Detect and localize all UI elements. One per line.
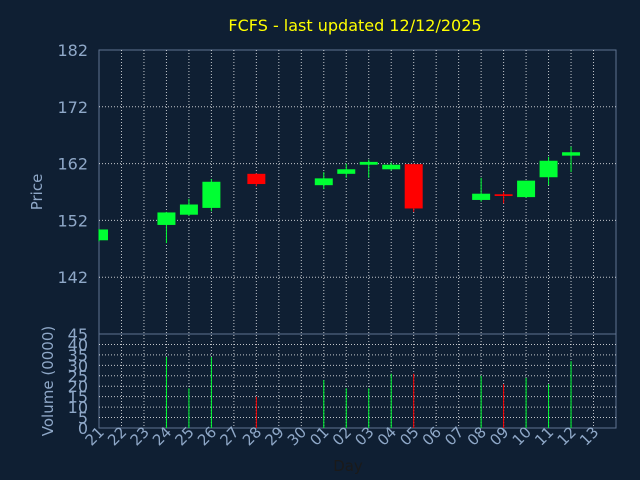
- volume-axis-label: Volume (0000): [39, 326, 57, 436]
- candle-body: [157, 212, 176, 225]
- candle-body: [539, 160, 558, 178]
- price-tick-label: 142: [57, 268, 88, 287]
- volume-tick-label: 35: [68, 346, 88, 365]
- price-axis-label: Price: [28, 174, 46, 211]
- candle-body: [337, 169, 356, 174]
- price-axis-ticks: 182 172 162 152 142: [57, 41, 88, 287]
- volume-tick-label: 25: [68, 367, 88, 386]
- volume-series: [165, 356, 572, 428]
- price-tick-label: 162: [57, 155, 88, 174]
- candle-body: [472, 193, 491, 200]
- candle-body: [382, 164, 401, 170]
- volume-tick-label: 15: [68, 388, 88, 407]
- volume-tick-label: 0: [78, 419, 88, 438]
- volume-tick-label: 10: [68, 398, 88, 417]
- price-tick-label: 172: [57, 98, 88, 117]
- candle-body: [404, 164, 423, 209]
- candle-body: [247, 173, 266, 185]
- candle-body: [359, 161, 378, 165]
- candle-body: [562, 152, 581, 156]
- x-axis-ticks: 2122232425262728293001020304050607080910…: [82, 423, 603, 449]
- candle-body: [99, 229, 108, 241]
- candle-body: [517, 180, 536, 198]
- volume-tick-label: 40: [68, 335, 88, 354]
- candle-body: [494, 194, 513, 196]
- volume-tick-label: 20: [68, 377, 88, 396]
- candle-body: [179, 204, 198, 215]
- x-axis-label: Day: [333, 457, 363, 475]
- chart-title: FCFS - last updated 12/12/2025: [228, 16, 481, 35]
- candle-body: [314, 178, 333, 186]
- price-tick-label: 152: [57, 211, 88, 230]
- volume-tick-label: 5: [78, 409, 88, 428]
- volume-tick-label: 30: [68, 356, 88, 375]
- volume-panel-frame: [98, 333, 617, 429]
- candle-body: [202, 181, 221, 208]
- price-tick-label: 182: [57, 41, 88, 60]
- candlestick-series: [98, 146, 581, 244]
- volume-tick-label: 45: [68, 325, 88, 344]
